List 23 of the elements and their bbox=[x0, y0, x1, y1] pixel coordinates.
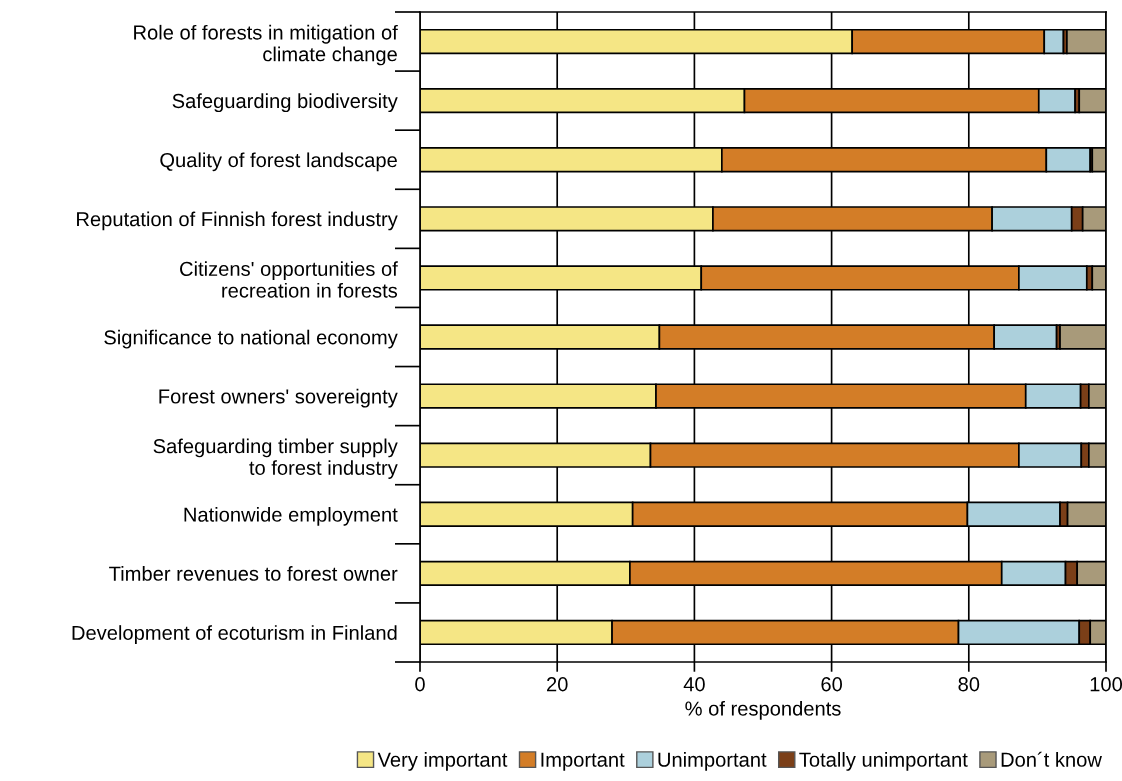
x-tick-label: 40 bbox=[683, 677, 705, 692]
legend-label: Totally unimportant bbox=[799, 752, 968, 771]
x-tick-label: 20 bbox=[547, 677, 568, 692]
x-tick-label: 100 bbox=[1090, 677, 1122, 692]
y-tick-label: Safeguarding biodiversity bbox=[172, 93, 398, 113]
y-tick-label: Role of forests in mitigation of climate change bbox=[134, 24, 398, 66]
y-tick-label: Citizens' opportunities of recreation in forests bbox=[180, 261, 398, 298]
legend-label: Unimportant bbox=[658, 752, 767, 771]
x-tick-label: 80 bbox=[958, 677, 980, 692]
x-axis-title: % of respondents bbox=[685, 700, 841, 720]
legend-label: Important bbox=[541, 752, 625, 771]
legend-label: Don´t know bbox=[1001, 751, 1102, 767]
x-tick-label: 60 bbox=[821, 677, 843, 692]
y-tick-label: Reputation of Finnish forest industry bbox=[77, 211, 398, 231]
y-tick-label: Timber revenues to forest owner bbox=[109, 566, 398, 581]
y-tick-label: Quality of forest landscape bbox=[160, 152, 397, 172]
y-tick-label: Nationwide employment bbox=[184, 506, 398, 526]
x-tick-label: 0 bbox=[415, 677, 425, 692]
y-tick-label: Safeguarding timber supply to forest industry bbox=[153, 438, 398, 479]
y-tick-label: Forest owners' sovereignty bbox=[159, 388, 398, 408]
y-tick-label: Significance to national economy bbox=[104, 329, 398, 349]
legend-label: Very important bbox=[377, 752, 508, 771]
y-tick-label: Development of ecoturism in Finland bbox=[72, 625, 397, 644]
